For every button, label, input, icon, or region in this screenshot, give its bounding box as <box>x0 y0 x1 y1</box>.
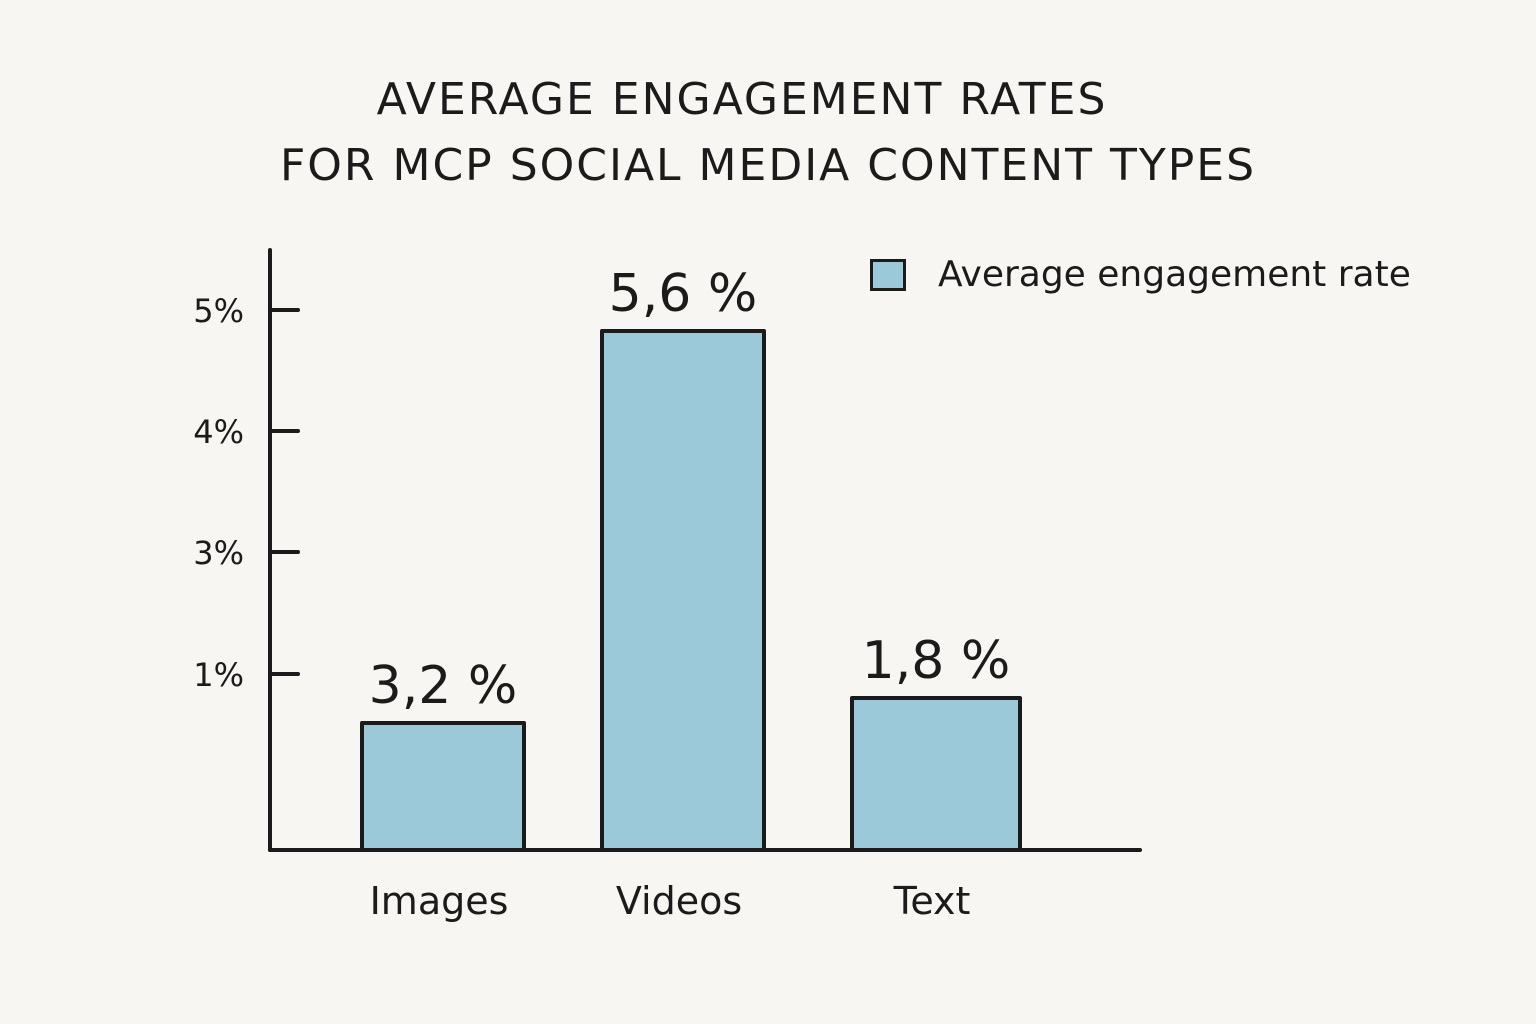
data-label-videos: 5,6 % <box>609 264 758 324</box>
x-tick-label-images: Images <box>370 879 509 923</box>
chart-axes: 5% 4% 3% 1% <box>193 248 1142 852</box>
data-label-images: 3,2 % <box>369 656 518 716</box>
chart-legend: Average engagement rate <box>870 254 1411 295</box>
y-tick-label: 4% <box>193 413 244 451</box>
bar-text <box>850 696 1022 852</box>
y-tick-label: 5% <box>193 292 244 330</box>
data-label-text: 1,8 % <box>862 631 1011 691</box>
y-tick-label: 1% <box>193 656 244 694</box>
y-tick-label: 3% <box>193 534 244 572</box>
legend-label: Average engagement rate <box>938 254 1411 295</box>
legend-swatch <box>870 258 906 291</box>
bar-videos <box>600 329 766 852</box>
x-tick-label-text: Text <box>893 879 971 923</box>
chart-bars <box>360 329 1022 852</box>
chart-title-line-2: FOR MCP SOCIAL MEDIA CONTENT TYPES <box>279 140 1256 191</box>
chart-title-line-1: AVERAGE ENGAGEMENT RATES <box>376 74 1108 125</box>
x-tick-label-videos: Videos <box>616 879 742 923</box>
bar-images <box>360 721 526 852</box>
chart-labels: 3,2 % Images 5,6 % Videos 1,8 % Text <box>369 264 1011 923</box>
